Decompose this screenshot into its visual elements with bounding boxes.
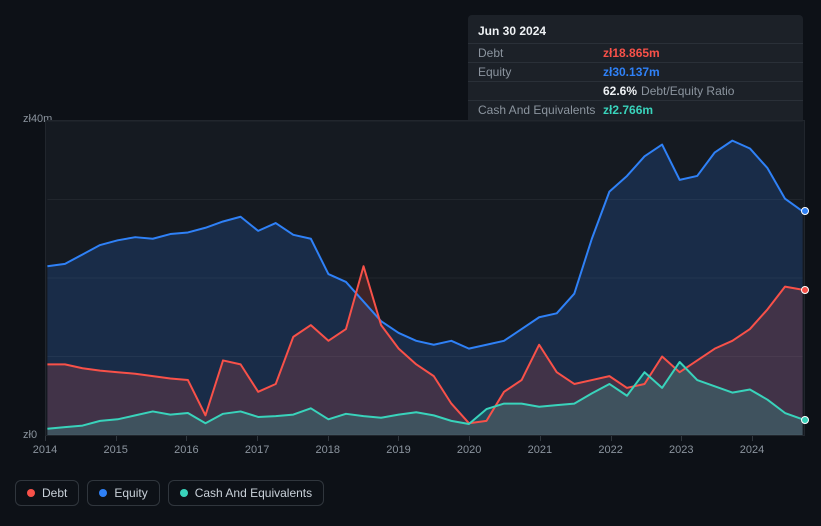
y-axis-label: zł0 [23, 429, 37, 441]
tooltip-value: zł30.137m [603, 65, 660, 79]
chart-legend: Debt Equity Cash And Equivalents [15, 480, 324, 506]
chart-tooltip: Jun 30 2024 Debtzł18.865mEquityzł30.137m… [468, 15, 803, 125]
series-end-dot [801, 207, 809, 215]
legend-item-equity[interactable]: Equity [87, 480, 159, 506]
tooltip-label: Debt [478, 46, 603, 60]
legend-label: Cash And Equivalents [195, 486, 312, 500]
tooltip-label: Equity [478, 65, 603, 79]
legend-dot-icon [180, 489, 188, 497]
x-tick-mark [752, 436, 753, 441]
x-axis-label: 2022 [598, 444, 622, 456]
legend-item-cash-and-equivalents[interactable]: Cash And Equivalents [168, 480, 324, 506]
x-tick-mark [186, 436, 187, 441]
x-tick-mark [116, 436, 117, 441]
x-axis-label: 2024 [740, 444, 764, 456]
x-tick-mark [611, 436, 612, 441]
chart-container: zł40mzł0 2014201520162017201820192020202… [15, 120, 805, 460]
tooltip-label: Cash And Equivalents [478, 103, 603, 117]
legend-dot-icon [27, 489, 35, 497]
x-tick-mark [398, 436, 399, 441]
tooltip-row: Equityzł30.137m [468, 62, 803, 81]
x-axis: 2014201520162017201820192020202120222023… [45, 436, 805, 456]
tooltip-row: Debtzł18.865m [468, 43, 803, 62]
tooltip-value: zł2.766m [603, 103, 653, 117]
x-axis-label: 2023 [669, 444, 693, 456]
area-chart [45, 120, 805, 436]
legend-label: Debt [42, 486, 67, 500]
x-tick-mark [540, 436, 541, 441]
x-axis-label: 2016 [174, 444, 198, 456]
legend-dot-icon [99, 489, 107, 497]
legend-label: Equity [114, 486, 147, 500]
x-axis-label: 2017 [245, 444, 269, 456]
x-axis-label: 2018 [316, 444, 340, 456]
x-axis-label: 2019 [386, 444, 410, 456]
tooltip-date: Jun 30 2024 [468, 21, 803, 43]
tooltip-value: 62.6%Debt/Equity Ratio [603, 84, 734, 98]
tooltip-value: zł18.865m [603, 46, 660, 60]
tooltip-row: Cash And Equivalentszł2.766m [468, 100, 803, 119]
series-end-dot [801, 416, 809, 424]
legend-item-debt[interactable]: Debt [15, 480, 79, 506]
x-tick-mark [45, 436, 46, 441]
tooltip-row: 62.6%Debt/Equity Ratio [468, 81, 803, 100]
x-tick-mark [257, 436, 258, 441]
x-axis-label: 2014 [33, 444, 57, 456]
series-end-dot [801, 286, 809, 294]
x-tick-mark [469, 436, 470, 441]
tooltip-label [478, 84, 603, 98]
tooltip-extra: Debt/Equity Ratio [641, 84, 734, 98]
x-axis-label: 2020 [457, 444, 481, 456]
x-axis-label: 2021 [528, 444, 552, 456]
x-axis-label: 2015 [103, 444, 127, 456]
x-tick-mark [681, 436, 682, 441]
x-tick-mark [328, 436, 329, 441]
